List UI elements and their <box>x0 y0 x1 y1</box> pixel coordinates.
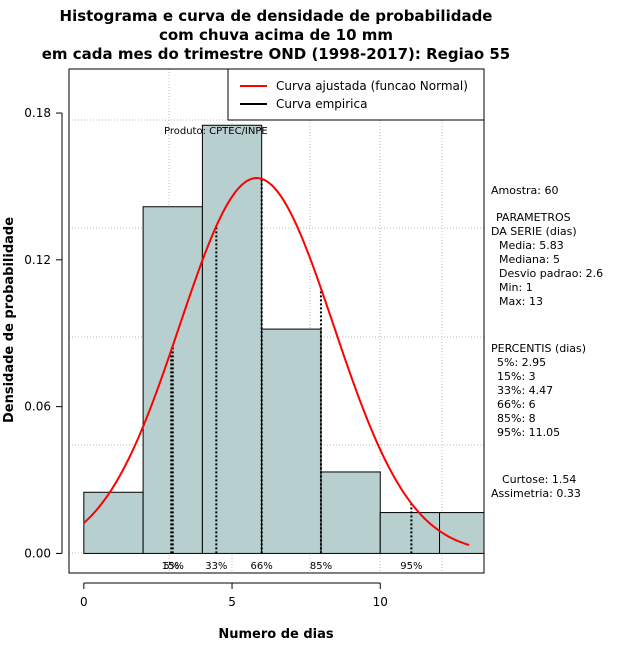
percentile-label-0: 5% <box>163 561 179 572</box>
histogram-bars <box>83 124 485 554</box>
histogram-bar-0 <box>83 491 144 554</box>
x-tick-label-1: 5 <box>228 595 236 609</box>
legend-label-empirical: Curva empirica <box>276 97 367 111</box>
params-title-line-1: PARAMETROS <box>496 211 571 224</box>
percentil-66: 66%: 6 <box>497 398 536 411</box>
histogram-bar-3 <box>261 328 322 554</box>
x-axis-title: Numero de dias <box>218 627 334 642</box>
param-mean: Media: 5.83 <box>499 239 564 252</box>
histogram-bar-5 <box>379 512 441 554</box>
curtose: Curtose: 1.54 <box>502 473 576 486</box>
histogram-bar-2 <box>201 124 263 554</box>
sample-size: Amostra: 60 <box>491 184 558 197</box>
legend-box <box>227 68 485 121</box>
y-tick-label-2: 0.12 <box>24 253 51 267</box>
x-tick-label-0: 0 <box>80 595 88 609</box>
percentil-85: 85%: 8 <box>497 412 536 425</box>
x-tick-label-2: 10 <box>373 595 388 609</box>
legend: Curva ajustada (funcao Normal) Curva emp… <box>227 68 485 121</box>
chart-title-line-1: Histograma e curva de densidade de proba… <box>60 7 493 25</box>
percentile-label-1: 15% <box>162 561 184 572</box>
percentil-95: 95%: 11.05 <box>497 426 560 439</box>
axes: 0 5 10 0.00 0.06 0.12 0.18 <box>24 106 388 609</box>
percentil-15: 15%: 3 <box>497 370 536 383</box>
percentile-lines: 5%15% 33% 66% 85% 95% <box>162 178 422 572</box>
y-tick-label-1: 0.06 <box>24 400 51 414</box>
product-label: Produto: CPTEC/INPE <box>164 126 268 137</box>
legend-label-fitted: Curva ajustada (funcao Normal) <box>276 79 468 93</box>
assimetria: Assimetria: 0.33 <box>491 487 581 500</box>
percentil-5: 5%: 2.95 <box>497 356 546 369</box>
chart-title-line-2: com chuva acima de 10 mm <box>159 26 393 44</box>
percentile-label-4: 85% <box>310 561 332 572</box>
percentis-title: PERCENTIS (dias) <box>491 342 586 355</box>
stats-panel: Amostra: 60 PARAMETROS DA SERIE (dias) M… <box>491 184 603 500</box>
y-tick-label-0: 0.00 <box>24 546 51 560</box>
param-median: Mediana: 5 <box>499 253 560 266</box>
percentile-label-5: 95% <box>400 561 422 572</box>
histogram-bar-6 <box>439 512 485 554</box>
histogram-bar-4 <box>320 471 381 554</box>
normal-curve <box>83 177 470 547</box>
chart-title-line-3: em cada mes do trimestre OND (1998-2017)… <box>42 45 511 63</box>
percentile-label-3: 66% <box>251 561 273 572</box>
param-min: Min: 1 <box>499 281 533 294</box>
params-title-line-2: DA SERIE (dias) <box>491 225 577 238</box>
percentile-label-2: 33% <box>205 561 227 572</box>
y-axis-title: Densidade de probabilidade <box>2 217 17 423</box>
percentil-33: 33%: 4.47 <box>497 384 553 397</box>
y-tick-label-3: 0.18 <box>24 106 51 120</box>
param-sd: Desvio padrao: 2.6 <box>499 267 603 280</box>
param-max: Max: 13 <box>499 295 543 308</box>
